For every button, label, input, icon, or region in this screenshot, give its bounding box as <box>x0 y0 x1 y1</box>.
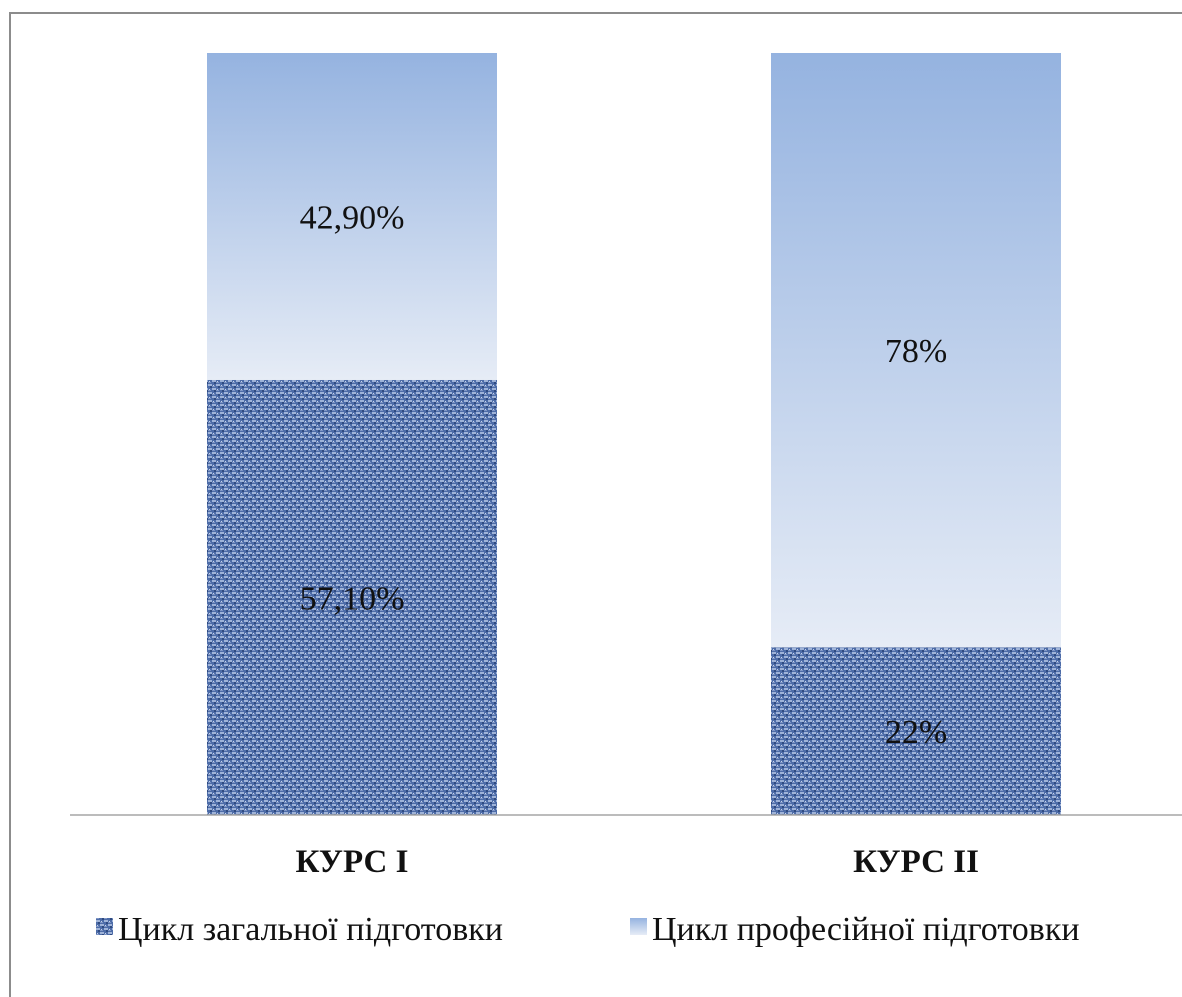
bars-layer <box>207 53 1061 815</box>
data-label-general-1: 57,10% <box>300 580 405 617</box>
labels-layer: 57,10% 42,90% КУРС І 22% 78% КУРС ІІ <box>296 199 979 880</box>
legend: Цикл загальної підготовки Цикл професійно… <box>96 911 1080 948</box>
data-label-professional-2: 78% <box>885 333 947 370</box>
legend-swatch-2 <box>630 918 647 935</box>
data-label-general-2: 22% <box>885 714 947 751</box>
legend-label-2: Цикл професійної підготовки <box>652 911 1080 948</box>
category-label-2: КУРС ІІ <box>853 844 979 880</box>
bar-general-training-1 <box>207 379 497 815</box>
legend-swatch-1 <box>96 918 113 935</box>
category-label-1: КУРС І <box>296 844 409 880</box>
bar-professional-training-1 <box>207 53 497 380</box>
legend-label-1: Цикл загальної підготовки <box>118 911 503 948</box>
bar-professional-training-2 <box>771 53 1061 648</box>
chart-frame <box>9 12 1182 997</box>
data-label-professional-1: 42,90% <box>300 199 405 236</box>
bar-general-training-2 <box>771 647 1061 815</box>
